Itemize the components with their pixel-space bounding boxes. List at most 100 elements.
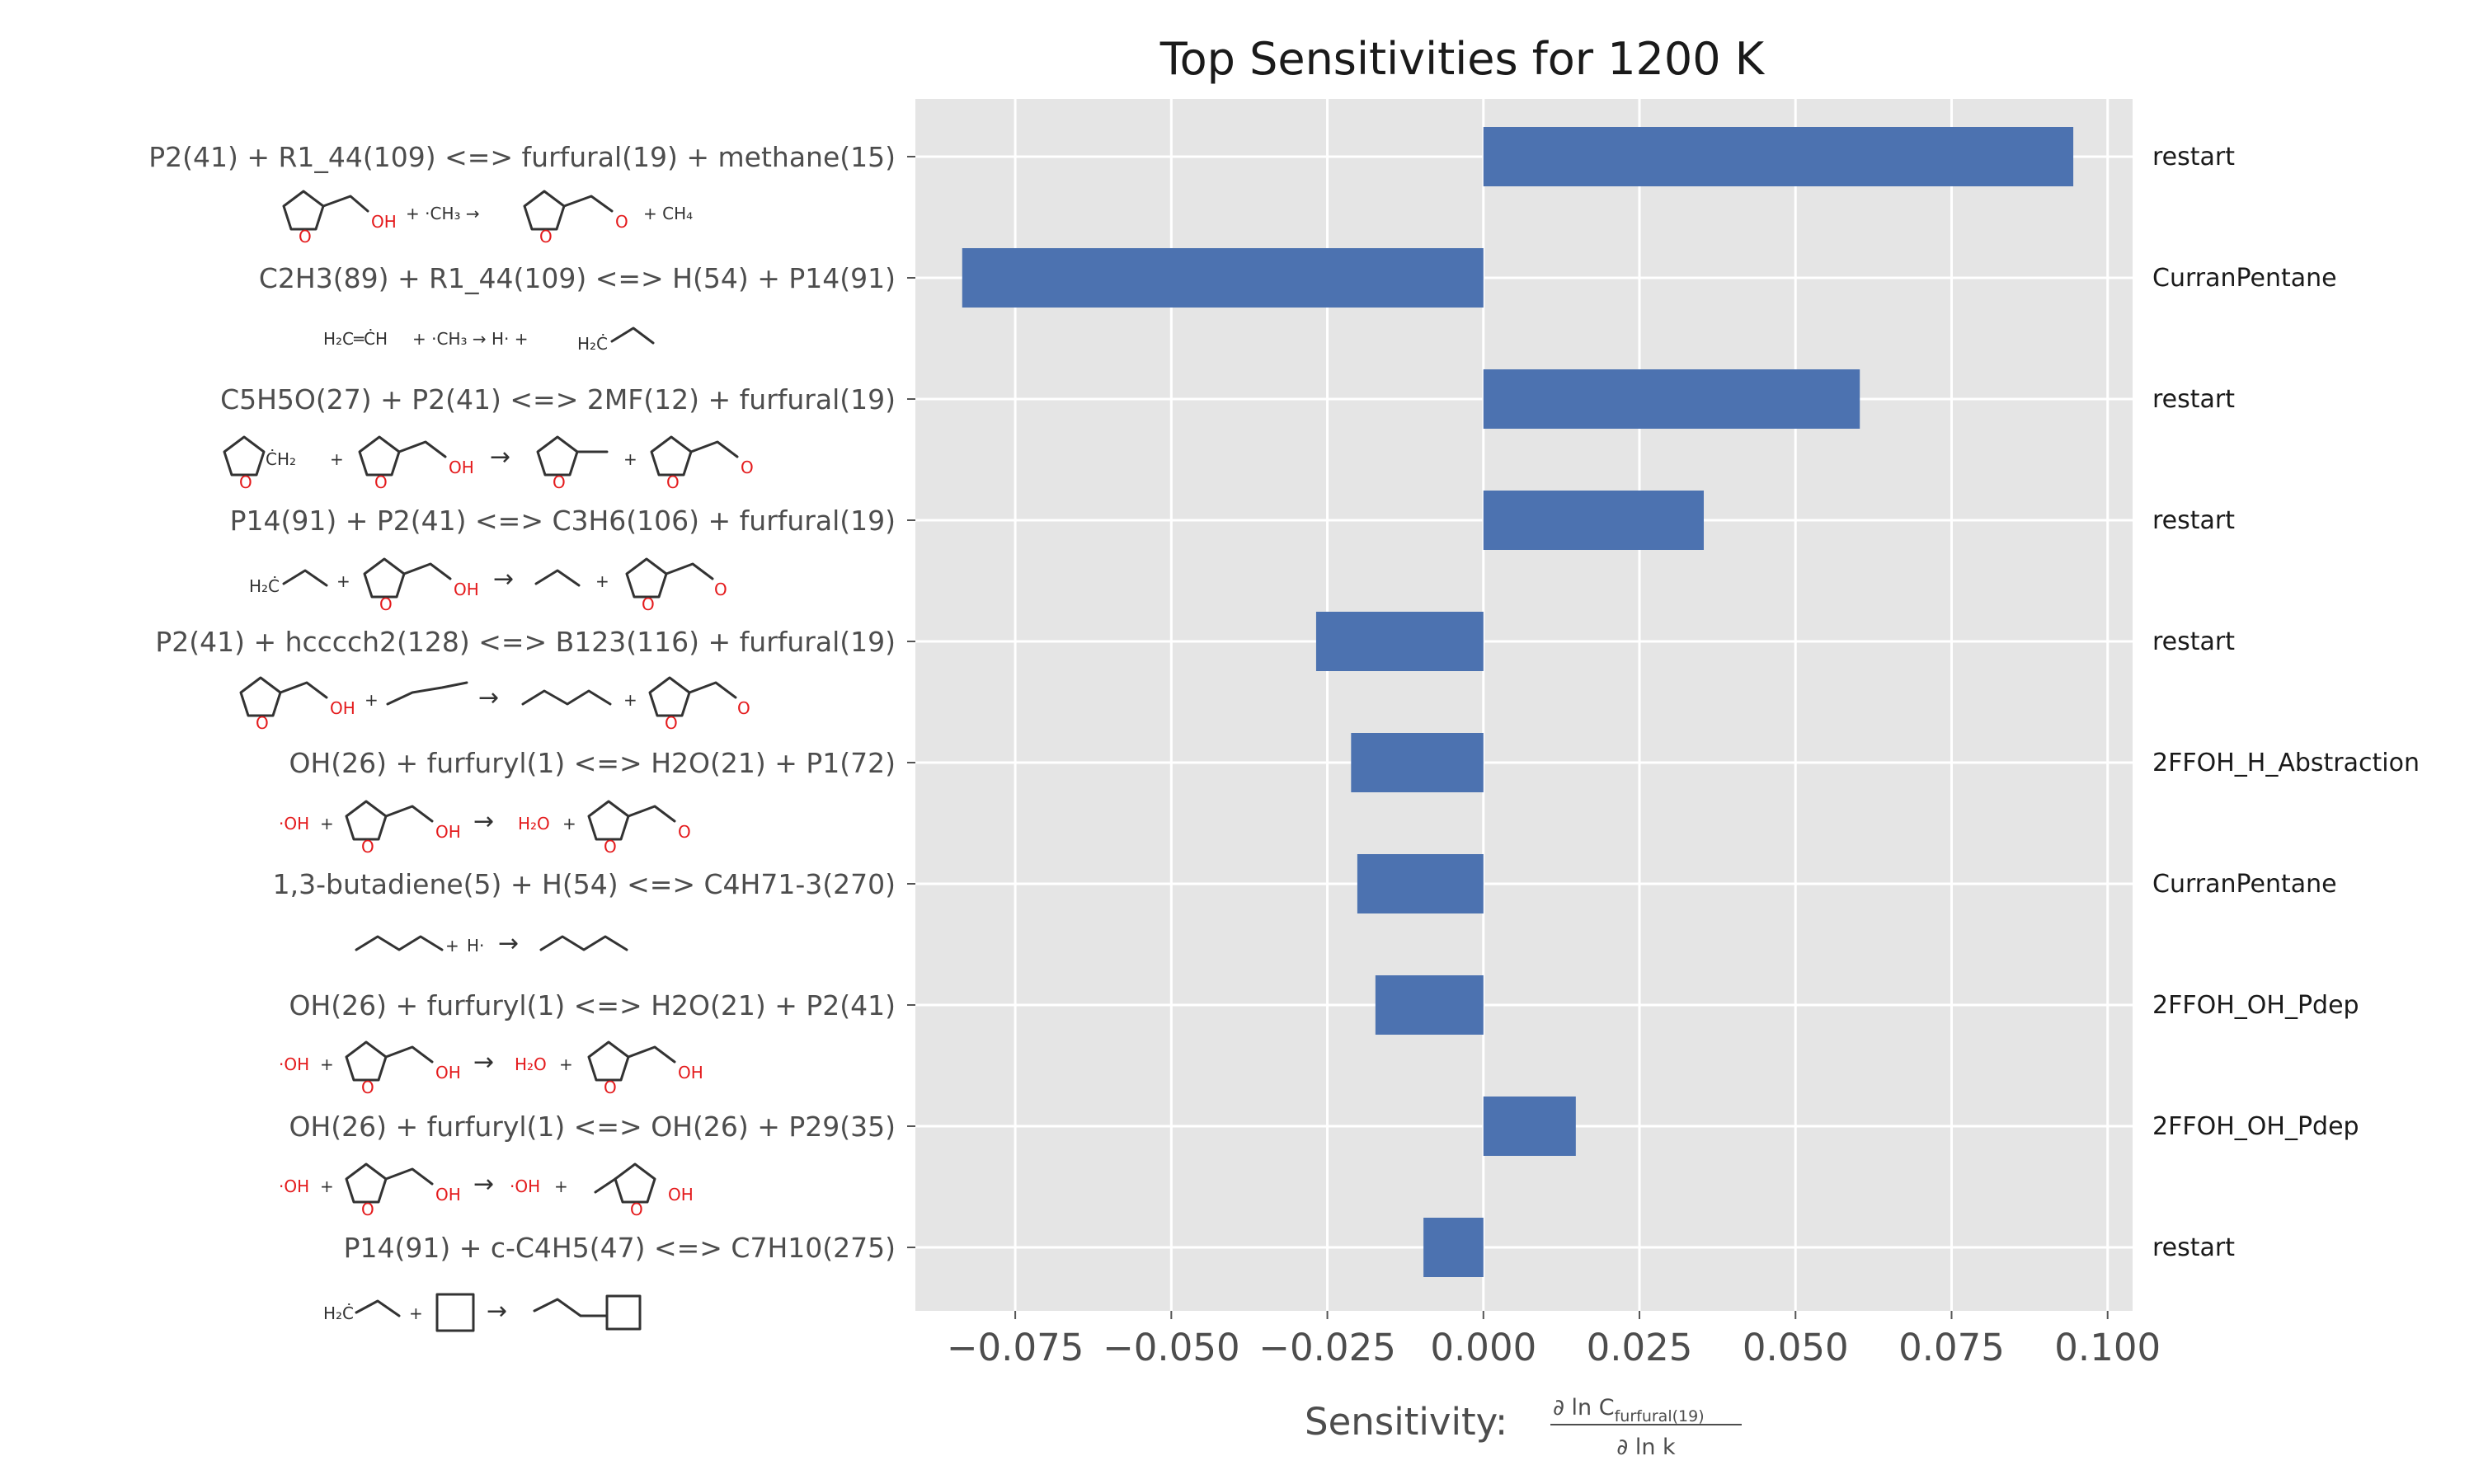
source-label: restart (2152, 506, 2235, 535)
vinyl-label: H₂C═ĊH (323, 329, 388, 349)
structure-reaction-4: O OH + → + O O (239, 676, 750, 733)
sensitivity-bar (1315, 612, 1484, 671)
furan-ring-icon: O (223, 435, 266, 492)
plus-sign: + (409, 1303, 423, 1323)
methane-term: + CH₄ (643, 204, 693, 223)
sensitivity-bar (1357, 854, 1484, 913)
hydroxyl-label: OH (435, 1185, 461, 1205)
svg-text:O: O (361, 1200, 374, 1219)
sensitivity-bar (1375, 975, 1484, 1035)
cyclobutene-ring-icon (605, 1294, 642, 1331)
plus-sign: + (330, 449, 344, 469)
source-label: restart (2152, 1233, 2235, 1262)
source-label: restart (2152, 143, 2235, 171)
furan-ring-icon: O (650, 435, 693, 492)
furan-ring-icon: O (587, 1040, 630, 1097)
dihydrofuran-ring-icon: O (614, 1162, 656, 1219)
structure-reaction-1: H₂C═ĊH + ·CH₃ → H· + H₂Ċ (323, 326, 655, 354)
x-tick-label: 0.025 (1587, 1326, 1693, 1369)
hydroxyl-label: OH (449, 458, 474, 477)
hydroxyl-label: OH (454, 580, 479, 599)
svg-text:O: O (642, 594, 655, 614)
carbonyl-o-label: O (741, 458, 754, 477)
source-label: 2FFOH_OH_Pdep (2152, 991, 2359, 1020)
source-label: 2FFOH_H_Abstraction (2152, 749, 2420, 777)
hydroxyl-label: OH (668, 1185, 694, 1205)
structure-reaction-0: O OH + ·CH₃ → O O + CH₄ (282, 190, 693, 247)
arrow-icon: → (498, 929, 519, 958)
hydroxyl-label: OH (435, 822, 461, 842)
sensitivity-bar (1423, 1218, 1484, 1277)
plus-sign: + (365, 690, 379, 710)
reaction-labels: P2(41) + R1_44(109) <=> furfural(19) + m… (148, 141, 915, 1264)
svg-text:O: O (239, 472, 252, 492)
furan-ring-icon: O (587, 800, 630, 857)
hydroxyl-label: OH (371, 212, 397, 232)
svg-text:O: O (604, 1078, 617, 1097)
reaction-label: OH(26) + furfuryl(1) <=> H2O(21) + P2(41… (289, 989, 896, 1021)
svg-text:O: O (361, 1078, 374, 1097)
source-label: restart (2152, 627, 2235, 656)
sensitivity-bar (1351, 733, 1484, 792)
source-label: CurranPentane (2152, 264, 2337, 293)
sensitivity-bar (1483, 369, 1860, 429)
hydroxyl-label: OH (330, 698, 355, 718)
svg-text:O: O (604, 837, 617, 857)
allyl-label: H₂Ċ (249, 576, 280, 596)
plus-sign: + (336, 571, 350, 591)
x-tick-label: −0.075 (947, 1326, 1084, 1369)
furan-ring-icon: O (358, 435, 401, 492)
structure-reaction-9: H₂Ċ + → (323, 1293, 642, 1332)
furan-ring-icon: O (648, 676, 691, 733)
x-axis-ticks: −0.075 −0.050 −0.025 0.000 0.025 0.050 0.075 0.… (947, 1311, 2161, 1369)
plus-sign: + (320, 1054, 334, 1074)
plus-sign: + (554, 1176, 568, 1196)
furan-ring-icon: O (239, 676, 282, 733)
furan-ring-icon: O (282, 190, 325, 247)
reaction-label: C2H3(89) + R1_44(109) <=> H(54) + P14(91… (259, 262, 896, 294)
reaction-label: 1,3-butadiene(5) + H(54) <=> C4H71-3(270… (273, 868, 896, 900)
arrow-icon: → (478, 683, 499, 712)
furan-ring-icon: O (345, 1162, 388, 1219)
plus-sign: + (320, 1176, 334, 1196)
svg-text:O: O (374, 472, 388, 492)
arrow-icon: → (473, 1170, 494, 1199)
source-label: restart (2152, 385, 2235, 414)
x-axis-label: Sensitivity: ∂ ln Cfurfural(19) ∂ ln k (1305, 1395, 1742, 1460)
carbonyl-o-label: O (615, 212, 628, 232)
arrow-icon: → (490, 443, 510, 472)
arrow-icon: → (493, 565, 514, 594)
svg-text:O: O (666, 472, 680, 492)
x-tick-label: −0.050 (1103, 1326, 1240, 1369)
sensitivity-bar (1483, 491, 1704, 550)
x-tick-label: 0.100 (2054, 1326, 2161, 1369)
x-axis-label-numerator: ∂ ln Cfurfural(19) (1553, 1395, 1705, 1425)
furan-ring-icon: O (523, 190, 566, 247)
plus-sign: + (623, 449, 637, 469)
x-tick-label: 0.075 (1898, 1326, 2005, 1369)
plus-sign: + (445, 936, 459, 956)
arrow-icon: → (473, 1048, 494, 1077)
furan-ring-icon: O (345, 1040, 388, 1097)
svg-text:O: O (256, 713, 269, 733)
reaction-label: P2(41) + R1_44(109) <=> furfural(19) + m… (148, 141, 896, 173)
x-axis-label-denominator: ∂ ln k (1616, 1435, 1676, 1460)
x-tick-label: −0.025 (1258, 1326, 1396, 1369)
methyl-term: + ·CH₃ → (406, 204, 480, 223)
svg-text:O: O (299, 227, 312, 247)
plus-sign: + (562, 814, 576, 834)
x-axis-label-numerator-main: ∂ ln C (1553, 1395, 1615, 1421)
sensitivity-bar (1483, 1097, 1576, 1156)
hydroxyl-label: OH (435, 1063, 461, 1082)
furan-ring-icon: O (625, 557, 668, 614)
furan-ring-icon: O (363, 557, 406, 614)
hydroxyl-radical-label: ·OH (279, 1176, 309, 1196)
structure-reaction-6: + H· → (355, 929, 628, 958)
reaction-structures: O OH + ·CH₃ → O O + CH₄ H₂C═ĊH + ·CH₃ → … (223, 190, 754, 1332)
reaction-label: P2(41) + hcccch2(128) <=> B123(116) + fu… (155, 626, 896, 658)
allyl-label: H₂Ċ (323, 1303, 354, 1323)
furan-ring-icon: O (536, 435, 579, 492)
source-labels: restart CurranPentane restart restart restar… (2152, 143, 2420, 1262)
plus-sign: + (559, 1054, 573, 1074)
